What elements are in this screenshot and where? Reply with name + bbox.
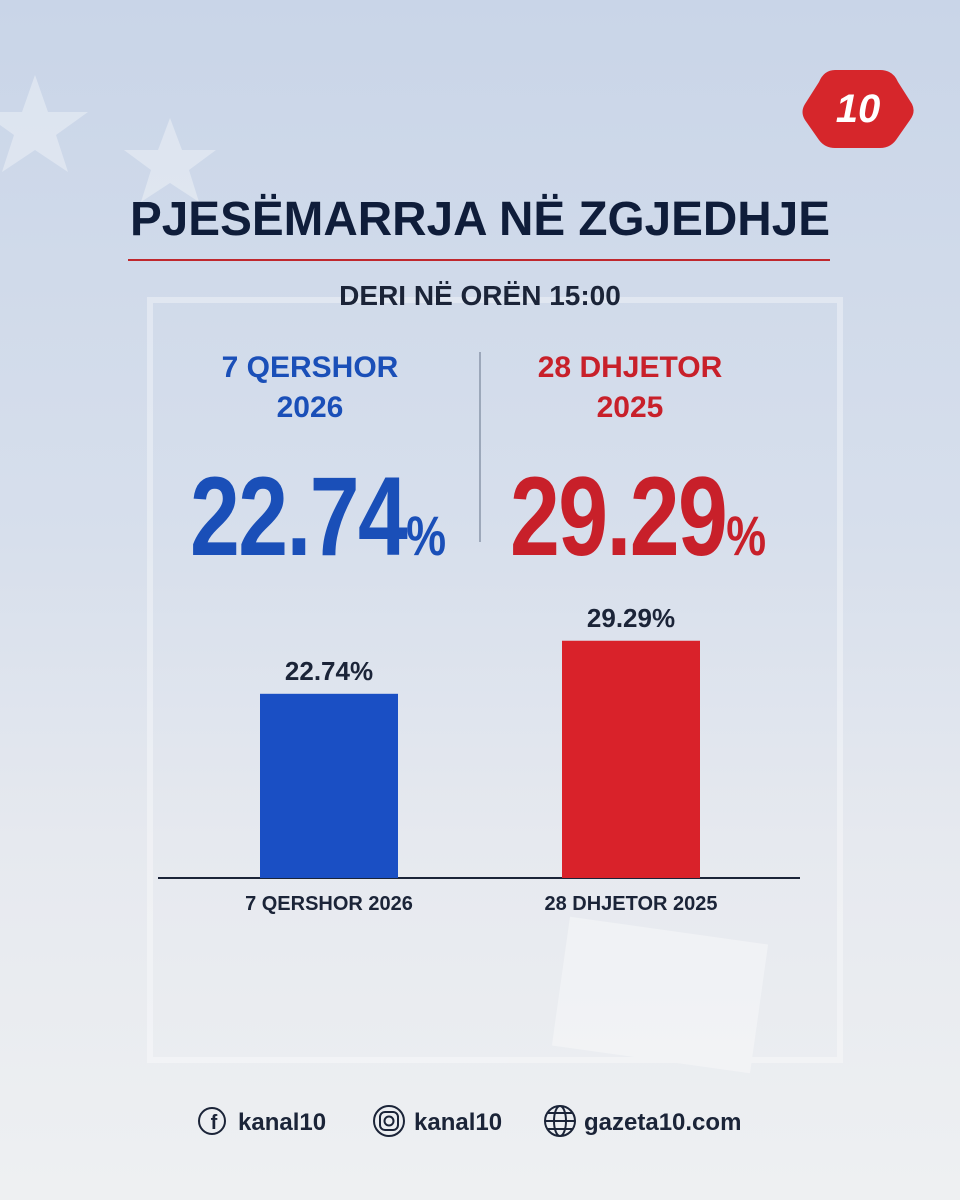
value-label: 29.29%	[587, 603, 675, 633]
footer-link: kanal10	[238, 1109, 326, 1136]
category-label: 7 QERSHOR 2026	[245, 893, 413, 915]
bar	[260, 693, 398, 878]
value-label: 22.74%	[285, 656, 373, 686]
footer-link: gazeta10.com	[584, 1109, 741, 1136]
category-label: 28 DHJETOR 2025	[544, 893, 717, 915]
subtitle: DERI NË ORËN 15:00	[339, 280, 621, 311]
background-shapes	[0, 75, 843, 1074]
stat-value: 22.74%	[190, 452, 446, 581]
svg-text:f: f	[211, 1112, 218, 1134]
stat-number: 22.74	[190, 454, 408, 579]
stat-block: 28 DHJETOR 2025 29.29%	[480, 348, 780, 581]
logo-badge	[802, 70, 914, 148]
footer-link: kanal10	[414, 1109, 502, 1136]
stat-block: 7 QERSHOR 2026 22.74%	[160, 348, 460, 581]
stat-number: 29.29	[510, 454, 728, 579]
bar	[562, 640, 700, 878]
footer: f	[198, 1105, 576, 1137]
title: PJESËMARRJA NË ZGJEDHJE	[130, 193, 830, 246]
stat-date: 7 QERSHOR 2026	[221, 351, 399, 424]
stat-value: 29.29%	[510, 452, 766, 581]
logo-text: 10	[836, 87, 881, 131]
stat-unit: %	[726, 504, 767, 567]
stat-date: 28 DHJETOR 2025	[537, 351, 723, 424]
stat-unit: %	[406, 504, 447, 567]
